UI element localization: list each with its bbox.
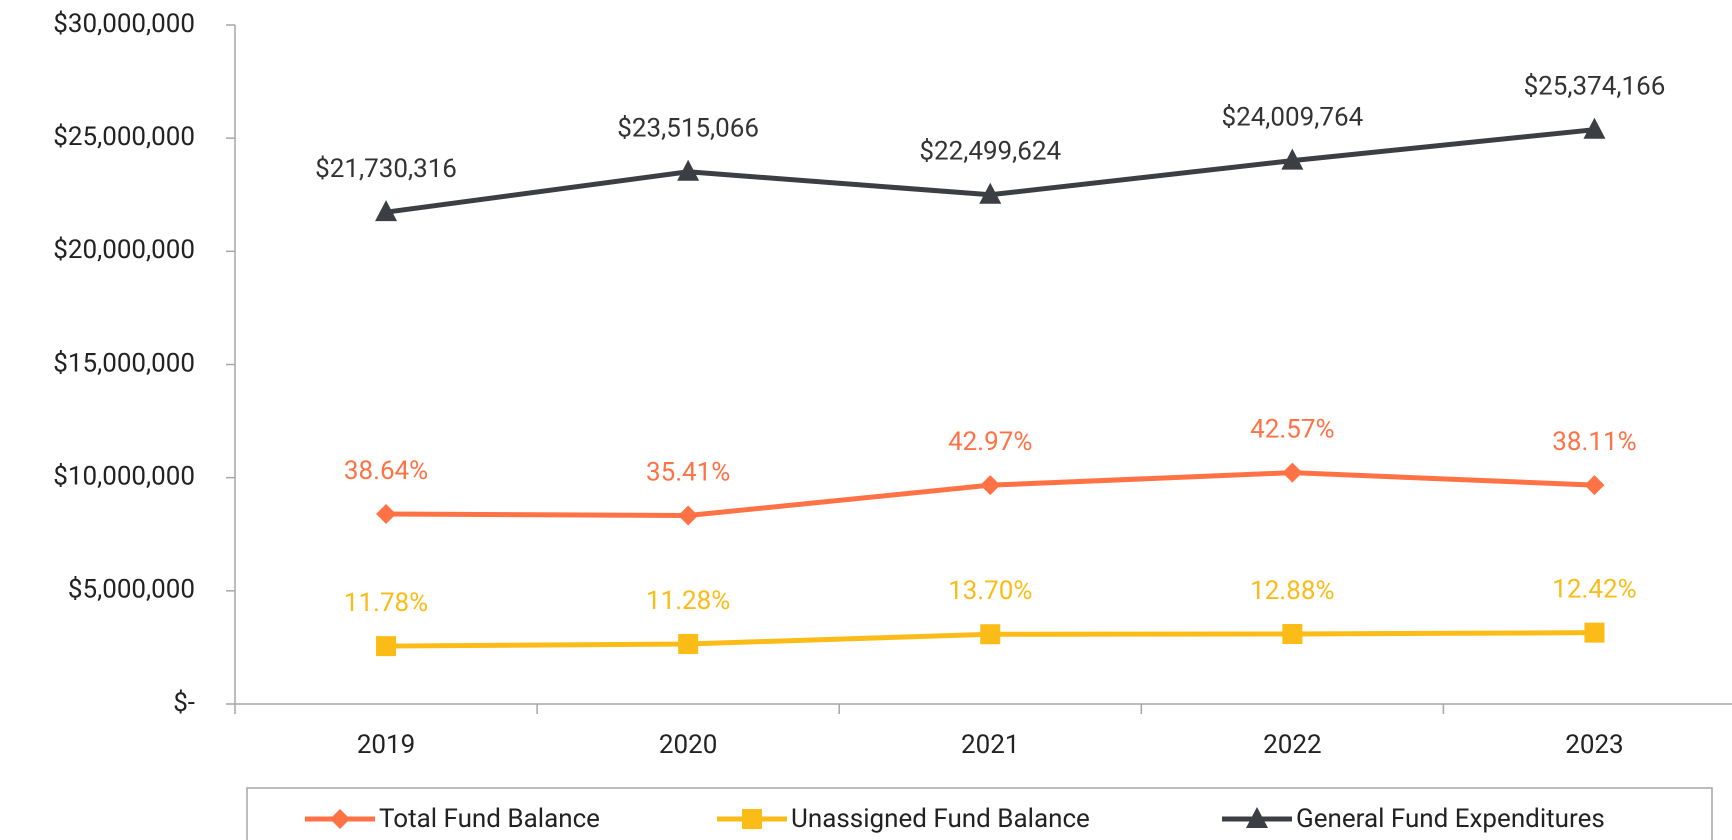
y-tick-label: $10,000,000 <box>53 462 195 492</box>
x-tick-label: 2021 <box>961 730 1019 760</box>
data-label: 12.42% <box>1552 575 1636 605</box>
x-tick-label: 2019 <box>357 730 415 760</box>
y-tick-label: $15,000,000 <box>53 348 195 378</box>
marker <box>1583 117 1606 139</box>
marker <box>980 624 1001 645</box>
data-label: 35.41% <box>646 457 730 487</box>
marker <box>1282 624 1303 645</box>
data-label: 11.28% <box>646 586 730 616</box>
marker <box>678 505 699 526</box>
data-label: $24,009,764 <box>1221 102 1363 132</box>
data-label: 38.64% <box>344 456 428 486</box>
data-label: $23,515,066 <box>617 114 759 144</box>
x-tick-label: 2022 <box>1263 730 1321 760</box>
marker <box>677 159 700 181</box>
legend-label: General Fund Expenditures <box>1296 804 1605 834</box>
marker <box>980 475 1001 496</box>
data-label: 13.70% <box>948 576 1032 606</box>
data-label: $21,730,316 <box>315 154 457 184</box>
data-label: $22,499,624 <box>919 137 1061 167</box>
legend-label: Unassigned Fund Balance <box>791 804 1090 834</box>
x-tick-label: 2020 <box>659 730 717 760</box>
marker <box>979 182 1002 204</box>
y-tick-label: $5,000,000 <box>68 575 195 605</box>
y-tick-label: $20,000,000 <box>53 235 195 265</box>
marker <box>1282 462 1303 483</box>
marker <box>1584 475 1605 496</box>
marker <box>678 633 699 654</box>
y-tick-label: $- <box>173 688 195 718</box>
marker <box>1281 148 1304 170</box>
data-label: 12.88% <box>1250 576 1334 606</box>
marker <box>375 200 398 222</box>
data-label: 42.97% <box>948 427 1032 457</box>
legend-box <box>246 787 1713 840</box>
marker <box>1584 622 1605 643</box>
data-label: $25,374,166 <box>1524 72 1666 102</box>
x-tick-label: 2023 <box>1565 730 1623 760</box>
legend-label: Total Fund Balance <box>379 804 600 834</box>
legend-marker <box>330 809 350 829</box>
y-tick-label: $30,000,000 <box>53 9 195 39</box>
data-label: 42.57% <box>1250 415 1334 445</box>
y-tick-label: $25,000,000 <box>53 122 195 152</box>
legend-marker <box>742 809 762 829</box>
data-label: 11.78% <box>344 588 428 618</box>
marker <box>376 503 397 524</box>
marker <box>376 636 397 657</box>
data-label: 38.11% <box>1552 427 1636 457</box>
legend-marker <box>1246 807 1268 828</box>
